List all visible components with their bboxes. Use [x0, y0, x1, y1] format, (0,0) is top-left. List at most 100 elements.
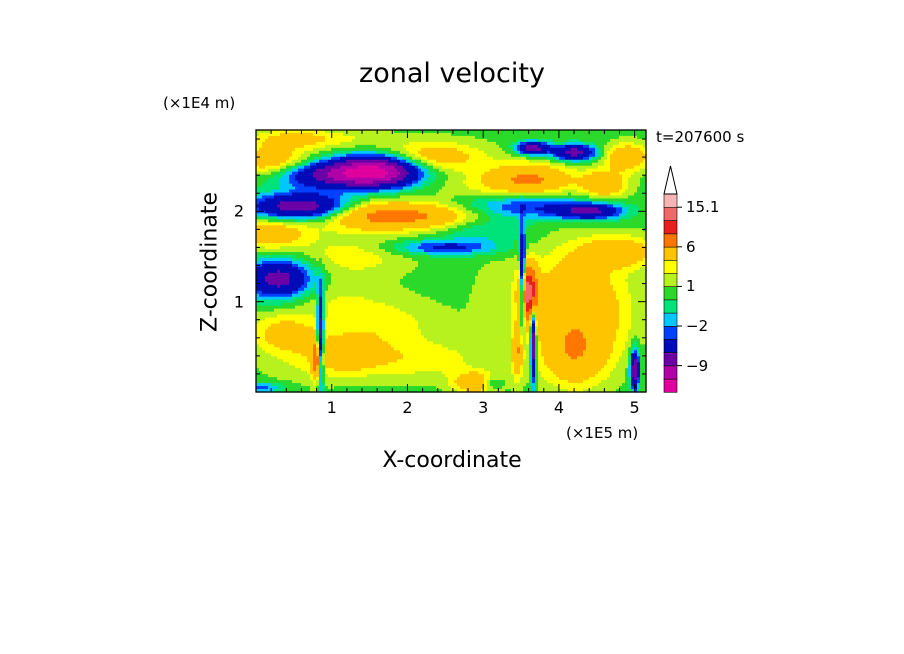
heatmap-cell — [373, 130, 377, 134]
heatmap-cell — [412, 195, 416, 200]
heatmap-cell — [628, 222, 632, 226]
heatmap-cell — [412, 198, 416, 203]
heatmap-cell — [442, 130, 446, 134]
heatmap-cell — [631, 240, 635, 244]
heatmap-cell — [415, 174, 419, 179]
heatmap-cell — [568, 198, 572, 203]
heatmap-cell — [274, 225, 278, 229]
heatmap-cell — [406, 201, 410, 206]
heatmap-cell — [562, 183, 566, 188]
heatmap-cell — [460, 159, 464, 164]
heatmap-cell — [550, 222, 554, 226]
heatmap-cell — [496, 216, 500, 220]
heatmap-cell — [451, 192, 455, 197]
heatmap-cell — [286, 234, 290, 238]
heatmap-cell — [502, 192, 506, 197]
heatmap-cell — [424, 234, 428, 238]
heatmap-cell — [643, 177, 647, 182]
heatmap-cell — [529, 144, 533, 149]
heatmap-cell — [388, 219, 392, 223]
heatmap-cell — [382, 141, 386, 146]
heatmap-cell — [256, 138, 260, 143]
heatmap-cell — [505, 225, 509, 229]
heatmap-cell — [361, 174, 365, 179]
heatmap-cell — [466, 153, 470, 158]
heatmap-cell — [304, 138, 308, 143]
heatmap-cell — [355, 130, 359, 134]
heatmap-cell — [262, 234, 266, 238]
heatmap-cell — [592, 210, 596, 214]
heatmap-cell — [319, 177, 323, 182]
heatmap-cell — [424, 159, 428, 164]
heatmap-cell — [421, 192, 425, 197]
heatmap-cell — [517, 180, 521, 185]
heatmap-cell — [334, 183, 338, 188]
heatmap-cell — [478, 225, 482, 229]
heatmap-cell — [364, 150, 368, 155]
heatmap-cell — [469, 138, 473, 143]
heatmap-cell — [346, 150, 350, 155]
heatmap-cell — [493, 147, 497, 152]
heatmap-cell — [589, 195, 593, 200]
heatmap-cell — [517, 171, 521, 176]
heatmap-cell — [631, 234, 635, 238]
heatmap-cell — [430, 159, 434, 164]
heatmap-cell — [472, 174, 476, 179]
heatmap-cell — [427, 156, 431, 161]
heatmap-cell — [391, 201, 395, 206]
heatmap-cell — [355, 135, 359, 140]
heatmap-cell — [484, 228, 488, 232]
heatmap-cell — [301, 225, 305, 229]
heatmap-cell — [343, 228, 347, 232]
heatmap-cell — [337, 201, 341, 206]
heatmap-cell — [406, 219, 410, 223]
heatmap-cell — [271, 240, 275, 244]
heatmap-cell — [295, 138, 299, 143]
heatmap-cell — [553, 219, 557, 223]
heatmap-cell — [490, 237, 494, 241]
heatmap-cell — [262, 228, 266, 232]
heatmap-cell — [256, 204, 260, 209]
heatmap-cell — [361, 225, 365, 229]
heatmap-cell — [496, 168, 500, 173]
heatmap-cell — [292, 162, 296, 167]
heatmap-cell — [403, 201, 407, 206]
heatmap-cell — [268, 168, 272, 173]
heatmap-cell — [532, 204, 536, 209]
heatmap-cell — [493, 150, 497, 155]
heatmap-cell — [385, 237, 389, 241]
heatmap-cell — [331, 177, 335, 182]
heatmap-cell — [337, 165, 341, 170]
heatmap-cell — [490, 174, 494, 179]
heatmap-cell — [316, 159, 320, 164]
heatmap-cell — [292, 219, 296, 223]
heatmap-cell — [568, 135, 572, 140]
heatmap-cell — [511, 156, 515, 161]
heatmap-cell — [469, 192, 473, 197]
heatmap-cell — [562, 219, 566, 223]
heatmap-cell — [412, 240, 416, 244]
heatmap-cell — [502, 130, 506, 134]
heatmap-cell — [553, 195, 557, 200]
heatmap-cell — [280, 156, 284, 161]
heatmap-cell — [355, 189, 359, 194]
heatmap-cell — [613, 192, 617, 197]
heatmap-cell — [505, 240, 509, 244]
heatmap-cell — [547, 192, 551, 197]
heatmap-cell — [514, 201, 518, 206]
heatmap-cell — [256, 195, 260, 200]
heatmap-cell — [607, 234, 611, 238]
heatmap-cell — [460, 186, 464, 191]
heatmap-cell — [265, 186, 269, 191]
heatmap-cell — [331, 138, 335, 143]
heatmap-cell — [628, 141, 632, 146]
heatmap-cell — [499, 135, 503, 140]
heatmap-cell — [547, 130, 551, 134]
heatmap-cell — [469, 237, 473, 241]
heatmap-cell — [598, 189, 602, 194]
heatmap-cell — [289, 189, 293, 194]
heatmap-cell — [490, 130, 494, 134]
heatmap-cell — [319, 186, 323, 191]
heatmap-cell — [361, 165, 365, 170]
heatmap-cell — [595, 201, 599, 206]
